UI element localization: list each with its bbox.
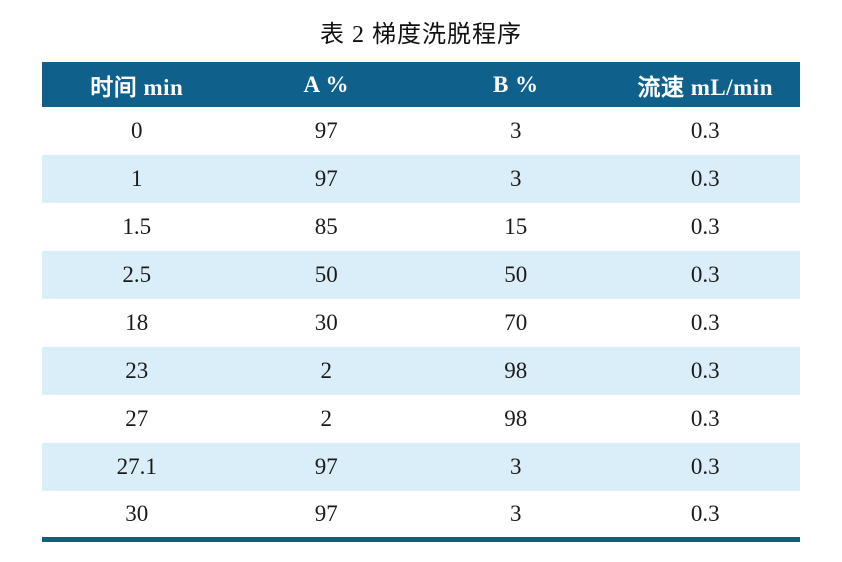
table-row: 30 97 3 0.3	[42, 491, 800, 539]
table-cell: 15	[421, 203, 611, 251]
table-row: 27 2 98 0.3	[42, 395, 800, 443]
table-cell: 0.3	[610, 251, 800, 299]
table-cell: 0.3	[610, 299, 800, 347]
table-cell: 30	[231, 299, 421, 347]
table-cell: 2.5	[42, 251, 232, 299]
table-cell: 50	[421, 251, 611, 299]
table-cell: 27.1	[42, 443, 232, 491]
table-cell: 1	[42, 155, 232, 203]
table-cell: 2	[231, 347, 421, 395]
column-header: 时间 min	[42, 62, 232, 107]
table-cell: 85	[231, 203, 421, 251]
table-cell: 23	[42, 347, 232, 395]
table-cell: 3	[421, 107, 611, 155]
table-header: 时间 min A % B % 流速 mL/min	[42, 62, 800, 107]
table-cell: 0.3	[610, 203, 800, 251]
table-cell: 70	[421, 299, 611, 347]
table-cell: 98	[421, 347, 611, 395]
column-header: B %	[421, 62, 611, 107]
table-cell: 27	[42, 395, 232, 443]
table-cell: 0.3	[610, 491, 800, 539]
table-cell: 97	[231, 491, 421, 539]
table-cell: 0.3	[610, 347, 800, 395]
table-cell: 3	[421, 443, 611, 491]
table-cell: 0.3	[610, 443, 800, 491]
table-row: 18 30 70 0.3	[42, 299, 800, 347]
table-cell: 18	[42, 299, 232, 347]
table-row: 2.5 50 50 0.3	[42, 251, 800, 299]
table-cell: 0.3	[610, 155, 800, 203]
column-header: 流速 mL/min	[610, 62, 800, 107]
table-caption: 表 2 梯度洗脱程序	[320, 22, 522, 48]
gradient-elution-table: 时间 min A % B % 流速 mL/min 0 97 3 0.3 1 97 3 0.3 1.5 8…	[42, 62, 800, 542]
table-cell: 50	[231, 251, 421, 299]
table-row: 23 2 98 0.3	[42, 347, 800, 395]
table-cell: 97	[231, 155, 421, 203]
table-cell: 1.5	[42, 203, 232, 251]
table-body: 0 97 3 0.3 1 97 3 0.3 1.5 85 15 0.3 2.5 50 50 0.3 18 30 70…	[42, 107, 800, 539]
table-row: 0 97 3 0.3	[42, 107, 800, 155]
table-cell: 97	[231, 443, 421, 491]
table-cell: 30	[42, 491, 232, 539]
table-cell: 3	[421, 491, 611, 539]
table-cell: 0	[42, 107, 232, 155]
table-header-row: 时间 min A % B % 流速 mL/min	[42, 62, 800, 107]
table-cell: 0.3	[610, 395, 800, 443]
table-row: 27.1 97 3 0.3	[42, 443, 800, 491]
table-cell: 3	[421, 155, 611, 203]
table-cell: 98	[421, 395, 611, 443]
table-row: 1.5 85 15 0.3	[42, 203, 800, 251]
column-header: A %	[231, 62, 421, 107]
table-cell: 97	[231, 107, 421, 155]
table-row: 1 97 3 0.3	[42, 155, 800, 203]
table-cell: 2	[231, 395, 421, 443]
table-cell: 0.3	[610, 107, 800, 155]
